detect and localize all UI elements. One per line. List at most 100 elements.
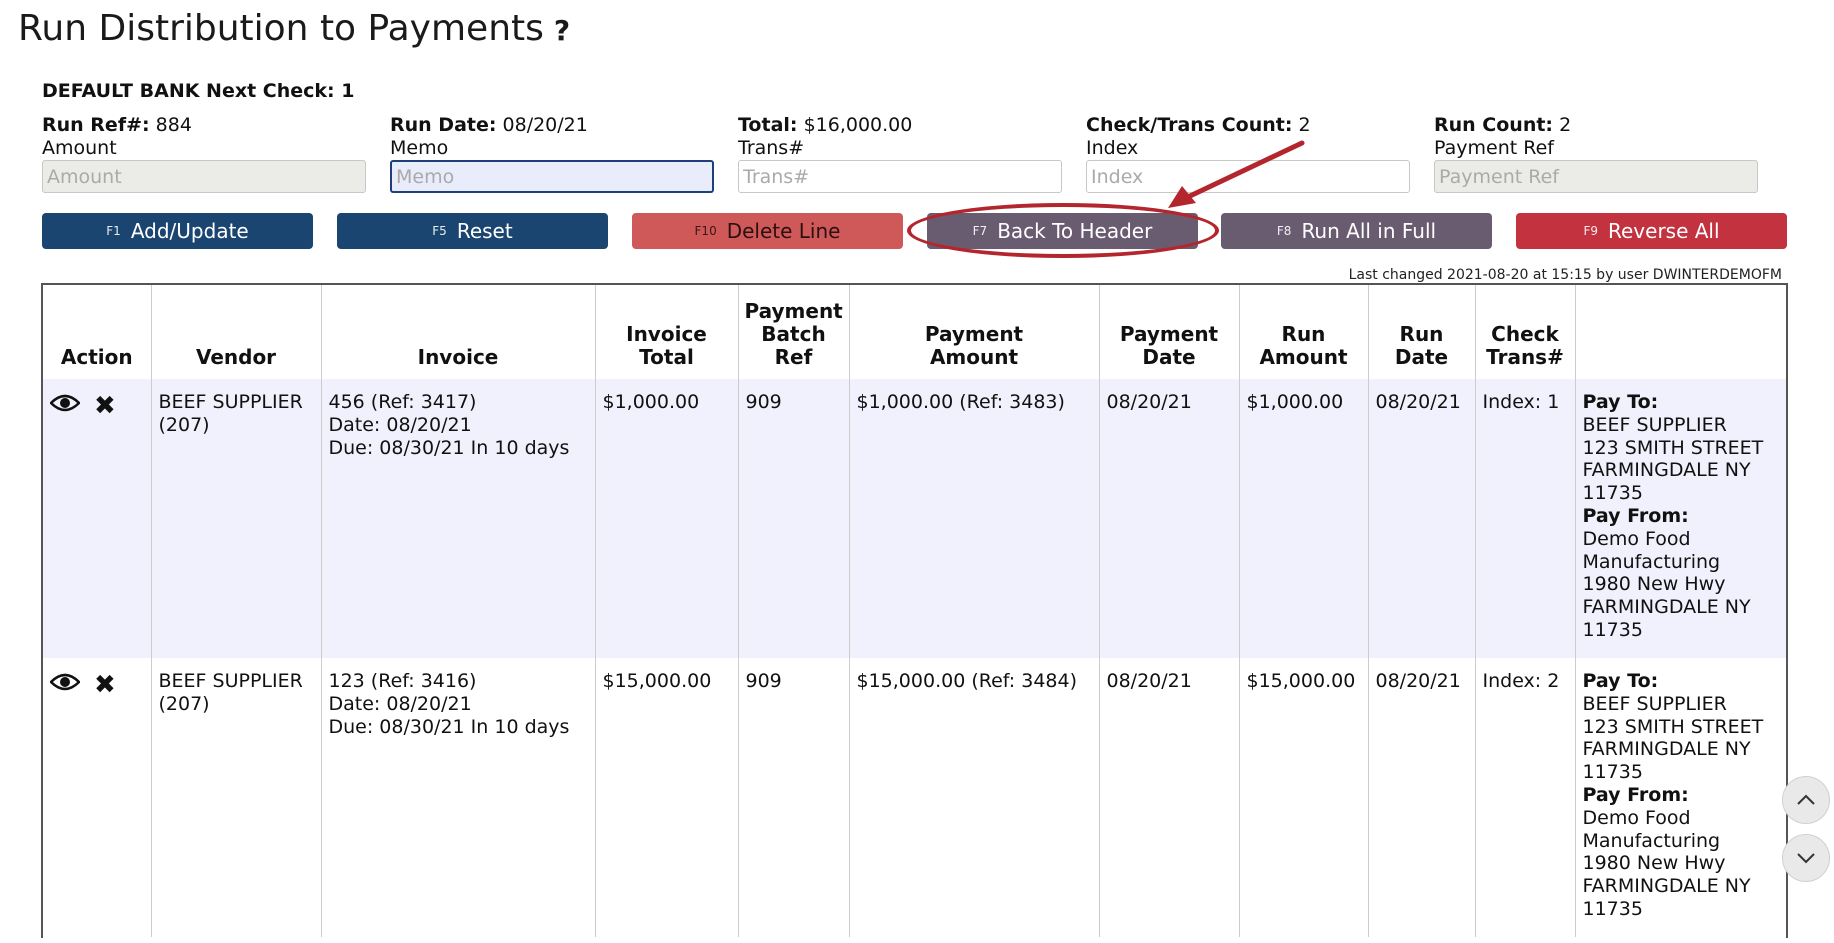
memo-label: Memo (390, 137, 449, 159)
trans-label: Trans# (738, 137, 805, 159)
run-count-stat: Run Count: 2 (1434, 114, 1758, 136)
address-cell: Pay To: BEEF SUPPLIER 123 SMITH STREET F… (1575, 658, 1786, 937)
col-payment-amount: Payment Amount (849, 285, 1100, 379)
pay-from-label: Pay From: (1582, 783, 1689, 806)
check-count-stat: Check/Trans Count: 2 (1086, 114, 1410, 136)
total-stat: Total: $16,000.00 (738, 114, 1062, 136)
distribution-table: Action Vendor Invoice Invoice Total Paym… (41, 283, 1788, 938)
col-invoice-total: Invoice Total (595, 285, 739, 379)
memo-input[interactable] (390, 160, 714, 193)
check-count-value: 2 (1298, 114, 1311, 136)
col-invoice: Invoice (321, 285, 596, 379)
payment-amount-cell: $15,000.00 (Ref: 3484) (849, 658, 1100, 937)
back-to-header-key: F7 (972, 224, 988, 238)
reverse-all-label: Reverse All (1608, 219, 1720, 243)
col-payment-date: Payment Date (1099, 285, 1240, 379)
back-to-header-label: Back To Header (997, 219, 1153, 243)
pay-to-label: Pay To: (1582, 391, 1659, 413)
run-ref-value: 884 (155, 114, 192, 136)
batch-ref-cell: 909 (738, 379, 850, 658)
action-cell: ✖ (43, 379, 152, 658)
payment-ref-input[interactable] (1434, 160, 1758, 193)
run-count-label: Run Count: (1434, 114, 1554, 136)
page-title-text: Run Distribution to Payments (18, 8, 544, 49)
run-amount-cell: $1,000.00 (1239, 379, 1369, 658)
payment-date-cell: 08/20/21 (1099, 379, 1240, 658)
last-changed: Last changed 2021-08-20 at 15:15 by user… (1348, 267, 1782, 283)
chevron-up-icon[interactable] (1782, 776, 1830, 824)
payment-date-cell: 08/20/21 (1099, 658, 1240, 937)
help-icon[interactable]: ? (553, 13, 571, 47)
reverse-all-button[interactable]: F9 Reverse All (1516, 213, 1787, 249)
x-icon[interactable]: ✖ (94, 391, 116, 421)
run-date-value: 08/20/21 (502, 114, 588, 136)
chevron-down-icon[interactable] (1782, 834, 1830, 882)
vendor-cell: BEEF SUPPLIER (207) (151, 379, 322, 658)
run-count-group: Run Count: 2 Payment Ref (1434, 114, 1758, 193)
add-update-label: Add/Update (130, 219, 249, 243)
col-run-date: Run Date (1368, 285, 1476, 379)
index-label: Index (1086, 137, 1139, 159)
x-icon[interactable]: ✖ (94, 670, 116, 700)
page-title: Run Distribution to Payments? (18, 8, 570, 49)
bank-next-check: DEFAULT BANK Next Check: 1 (42, 80, 355, 102)
table-header-row: Action Vendor Invoice Invoice Total Paym… (43, 285, 1786, 379)
invoice-total-cell: $15,000.00 (595, 658, 739, 937)
eye-icon[interactable] (49, 391, 81, 422)
check-count-group: Check/Trans Count: 2 Index (1086, 114, 1410, 193)
check-trans-cell: Index: 1 (1475, 379, 1576, 658)
run-date-cell: 08/20/21 (1368, 379, 1476, 658)
action-cell: ✖ (43, 658, 152, 937)
total-group: Total: $16,000.00 Trans# (738, 114, 1062, 193)
reverse-all-key: F9 (1583, 224, 1598, 238)
run-all-key: F8 (1276, 224, 1292, 238)
pay-to-address: BEEF SUPPLIER 123 SMITH STREET FARMINGDA… (1582, 413, 1764, 505)
pay-from-address: Demo Food Manufacturing 1980 New Hwy FAR… (1582, 527, 1751, 641)
run-date-cell: 08/20/21 (1368, 658, 1476, 937)
check-trans-cell: Index: 2 (1475, 658, 1576, 937)
reset-button[interactable]: F5 Reset (337, 213, 608, 249)
col-address (1575, 285, 1786, 379)
col-check-trans: Check Trans# (1475, 285, 1576, 379)
eye-icon[interactable] (49, 670, 81, 701)
payment-amount-cell: $1,000.00 (Ref: 3483) (849, 379, 1100, 658)
add-update-button[interactable]: F1 Add/Update (42, 213, 313, 249)
index-input[interactable] (1086, 160, 1410, 193)
delete-line-button[interactable]: F10 Delete Line (632, 213, 903, 249)
run-ref-stat: Run Ref#: 884 (42, 114, 366, 136)
back-to-header-button[interactable]: F7 Back To Header (927, 213, 1198, 249)
pay-to-address: BEEF SUPPLIER 123 SMITH STREET FARMINGDA… (1582, 692, 1764, 784)
col-action: Action (43, 285, 152, 379)
batch-ref-cell: 909 (738, 658, 850, 937)
add-update-key: F1 (106, 224, 121, 238)
trans-input[interactable] (738, 160, 1062, 193)
run-all-in-full-button[interactable]: F8 Run All in Full (1221, 213, 1492, 249)
run-amount-cell: $15,000.00 (1239, 658, 1369, 937)
run-ref-group: Run Ref#: 884 Amount (42, 114, 366, 193)
table-row: ✖ BEEF SUPPLIER (207) 456 (Ref: 3417) Da… (43, 379, 1786, 658)
pay-to-label: Pay To: (1582, 670, 1659, 692)
payment-ref-label: Payment Ref (1434, 137, 1554, 159)
run-all-label: Run All in Full (1301, 219, 1437, 243)
invoice-cell: 456 (Ref: 3417) Date: 08/20/21 Due: 08/3… (321, 379, 596, 658)
invoice-cell: 123 (Ref: 3416) Date: 08/20/21 Due: 08/3… (321, 658, 596, 937)
total-value: $16,000.00 (803, 114, 913, 136)
delete-line-label: Delete Line (726, 219, 841, 243)
amount-input[interactable] (42, 160, 366, 193)
reset-label: Reset (456, 219, 513, 243)
reset-key: F5 (432, 224, 447, 238)
col-vendor: Vendor (151, 285, 322, 379)
col-run-amount: Run Amount (1239, 285, 1369, 379)
run-ref-label: Run Ref#: (42, 114, 150, 136)
check-count-label: Check/Trans Count: (1086, 114, 1293, 136)
vendor-cell: BEEF SUPPLIER (207) (151, 658, 322, 937)
run-date-group: Run Date: 08/20/21 Memo (390, 114, 714, 193)
col-payment-batch-ref: Payment Batch Ref (738, 285, 850, 379)
pay-from-label: Pay From: (1582, 504, 1689, 527)
run-count-value: 2 (1559, 114, 1572, 136)
pay-from-address: Demo Food Manufacturing 1980 New Hwy FAR… (1582, 806, 1751, 920)
run-date-stat: Run Date: 08/20/21 (390, 114, 714, 136)
invoice-total-cell: $1,000.00 (595, 379, 739, 658)
total-label: Total: (738, 114, 798, 136)
address-cell: Pay To: BEEF SUPPLIER 123 SMITH STREET F… (1575, 379, 1786, 658)
